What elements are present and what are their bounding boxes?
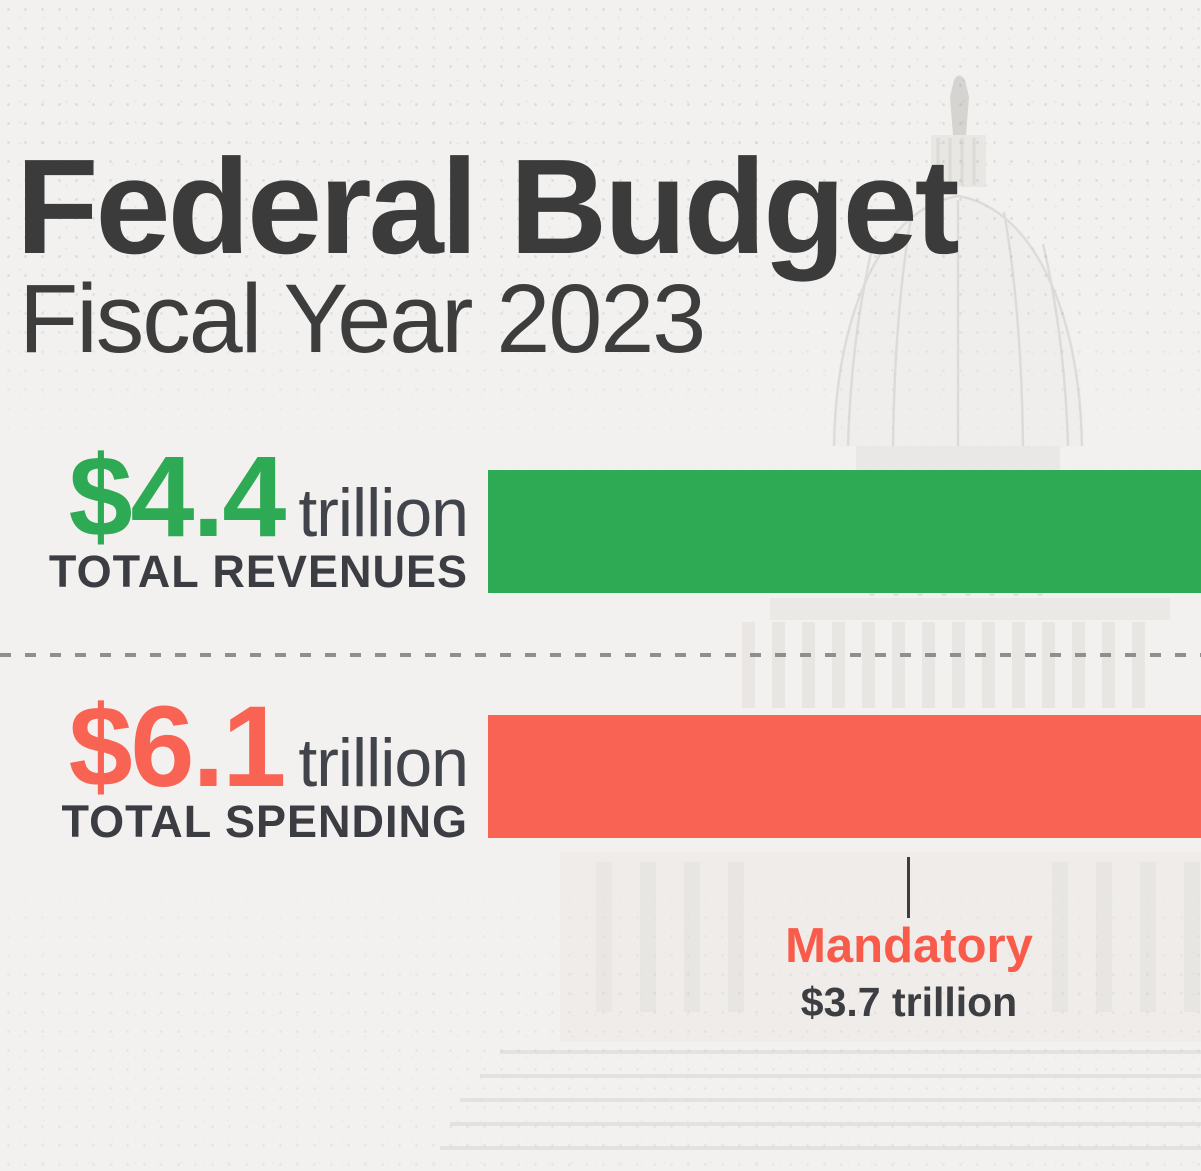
annotation-value: $3.7 trillion xyxy=(800,979,1018,1025)
dashed-divider-line xyxy=(0,653,1201,657)
spending-value-line: $6.1 trillion xyxy=(0,690,469,805)
revenues-bar xyxy=(488,470,1201,593)
revenues-unit-word: trillion xyxy=(298,475,469,551)
spending-unit-word: trillion xyxy=(298,725,469,801)
revenues-value-line: $4.4 trillion xyxy=(0,440,469,555)
page-title: Federal Budget xyxy=(16,131,960,282)
spending-value: $6.1 xyxy=(68,683,287,811)
spending-label: TOTAL SPENDING xyxy=(61,796,468,847)
annotation-label: Mandatory xyxy=(785,919,1033,973)
revenues-label: TOTAL REVENUES xyxy=(48,546,468,597)
mandatory-annotation: Mandatory $3.7 trillion xyxy=(726,922,1092,1023)
page-subtitle: Fiscal Year 2023 xyxy=(19,264,706,373)
annotation-pointer-line xyxy=(907,857,910,918)
revenues-value: $4.4 xyxy=(68,433,287,561)
spending-bar xyxy=(488,715,1201,838)
